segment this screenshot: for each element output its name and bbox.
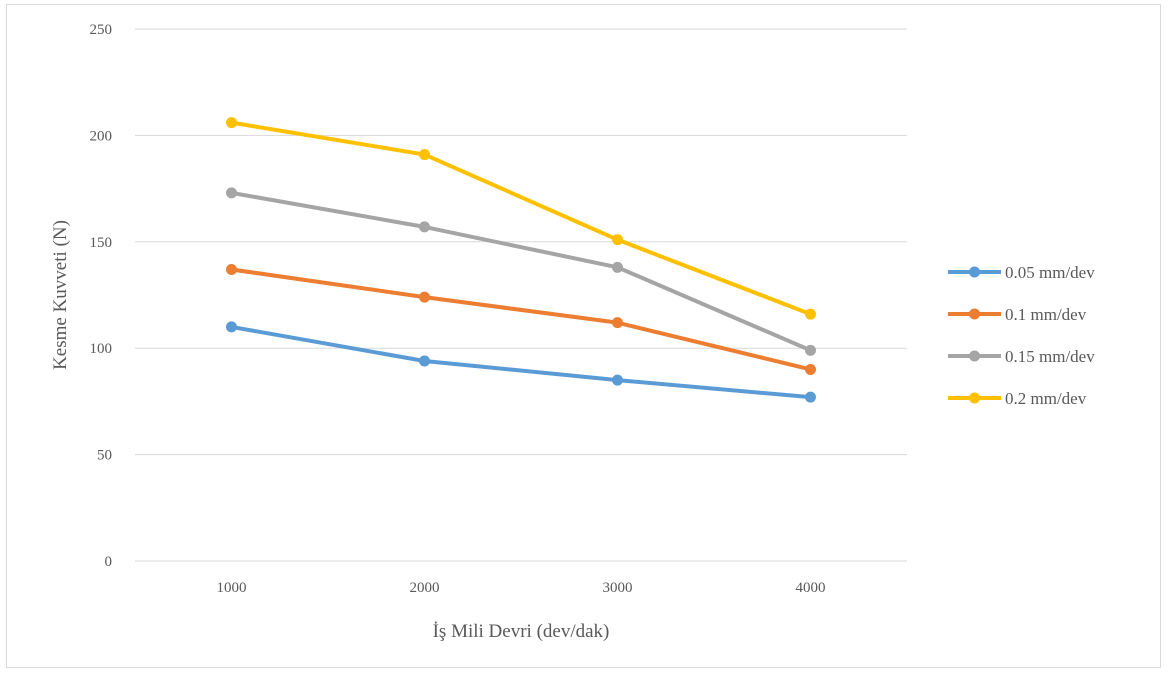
y-tick-label: 100 [90,341,113,357]
gridlines [135,28,907,562]
x-tick-label: 4000 [796,580,826,596]
series-line [229,267,813,372]
y-axis-ticks: 0 50 100 150 200 250 [90,22,113,570]
legend-label: 0.2 mm/dev [1005,389,1087,408]
y-tick-label: 150 [90,235,113,251]
series-line [229,120,813,317]
series-0-15-mm-dev [226,187,816,356]
legend-swatch-marker [969,392,980,404]
data-point [805,391,816,403]
legend-item: 0.2 mm/dev [948,389,1087,408]
data-point [612,374,623,386]
legend-swatch-marker [969,266,980,278]
data-point [805,363,816,375]
y-axis-title: Kesme Kuvveti (N) [50,220,71,370]
series-0-05-mm-dev [226,321,816,403]
series-0-2-mm-dev [226,117,816,320]
data-point [226,117,237,129]
legend-item: 0.15 mm/dev [948,347,1095,366]
series-line [229,190,813,353]
x-axis-title: İş Mili Devri (dev/dak) [433,621,610,642]
x-tick-label: 3000 [603,580,633,596]
chart-frame [6,4,1161,668]
x-tick-label: 2000 [410,580,440,596]
data-point [419,291,430,303]
data-point [419,355,430,367]
legend-label: 0.05 mm/dev [1005,263,1095,282]
legend-label: 0.15 mm/dev [1005,347,1095,366]
series-line [229,324,813,400]
legend-swatch-marker [969,308,980,320]
y-tick-label: 0 [105,554,113,570]
legend-item: 0.1 mm/dev [948,305,1087,324]
data-point [612,261,623,273]
legend-label: 0.1 mm/dev [1005,305,1087,324]
data-point [226,263,237,275]
legend: 0.05 mm/dev 0.1 mm/dev 0.15 mm/dev 0.2 mm/d… [948,263,1095,408]
data-point [419,149,430,161]
legend-swatch-marker [969,350,980,362]
data-point [226,187,237,199]
data-point [419,221,430,233]
data-point [612,234,623,246]
y-tick-label: 50 [97,448,112,464]
data-point [805,308,816,320]
legend-item: 0.05 mm/dev [948,263,1095,282]
x-axis-ticks: 1000 2000 3000 4000 [217,580,826,596]
series-0-1-mm-dev [226,263,816,375]
x-tick-label: 1000 [217,580,247,596]
series-lines [226,117,816,403]
data-point [612,317,623,329]
data-point [226,321,237,333]
y-tick-label: 200 [90,128,113,144]
y-tick-label: 250 [90,22,113,38]
data-point [805,344,816,356]
